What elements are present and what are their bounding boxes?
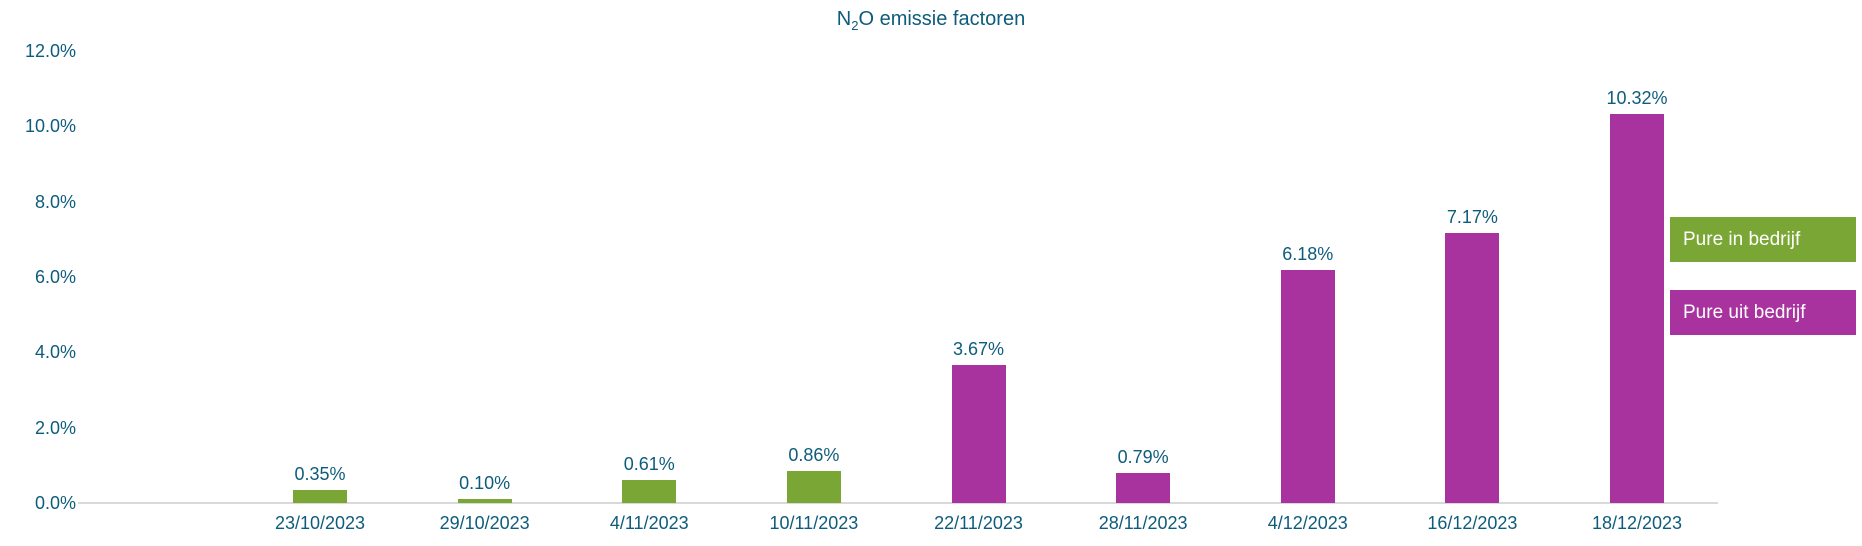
chart-title-subscript: 2: [851, 18, 859, 33]
y-axis-tick-label: 6.0%: [34, 266, 76, 287]
x-axis-label: 29/10/2023: [439, 513, 530, 533]
y-axis-tick-label: 2.0%: [34, 417, 76, 438]
legend-item: Pure in bedrijf: [1670, 217, 1856, 262]
y-axis-tick-label: 4.0%: [34, 342, 76, 363]
bar-value-label: 6.18%: [1282, 244, 1334, 265]
x-axis-label: 10/11/2023: [769, 513, 859, 533]
chart-title-suffix: O emissie factoren: [858, 8, 1026, 30]
bar: [951, 364, 1006, 503]
bar-value-label: 0.86%: [788, 444, 840, 465]
chart-title: N2O emissie factoren: [0, 8, 1862, 33]
bar: [457, 499, 512, 503]
y-axis-tick-label: 12.0%: [24, 40, 76, 61]
bar: [622, 480, 677, 503]
x-axis-label: 16/12/2023: [1427, 513, 1518, 533]
bar-value-label: 7.17%: [1446, 206, 1498, 227]
bar-value-label: 0.10%: [459, 473, 511, 494]
bar-value-label: 0.79%: [1117, 447, 1169, 468]
legend-item: Pure uit bedrijf: [1670, 290, 1856, 335]
y-axis-tick-label: 8.0%: [34, 191, 76, 212]
y-axis-tick-label: 0.0%: [34, 493, 76, 513]
bar: [1610, 114, 1664, 503]
chart-title-prefix: N: [836, 8, 852, 30]
bar: [1280, 270, 1335, 503]
x-axis-label: 22/11/2023: [934, 513, 1023, 533]
x-axis-label: 18/12/2023: [1591, 513, 1683, 533]
bar-value-label: 10.32%: [1606, 88, 1668, 109]
y-axis-tick-label: 10.0%: [24, 116, 76, 137]
bar-value-label: 0.35%: [294, 463, 346, 484]
bar: [293, 489, 347, 503]
bar: [1116, 473, 1171, 503]
x-axis-line: [78, 502, 1718, 504]
x-axis-label: 28/11/2023: [1098, 513, 1188, 533]
bar: [786, 470, 841, 503]
x-axis-label: 4/11/2023: [609, 513, 689, 533]
x-axis-label: 23/10/2023: [274, 513, 366, 533]
bar: [1445, 232, 1500, 503]
bar-value-label: 3.67%: [952, 338, 1005, 359]
bar-value-label: 0.61%: [623, 454, 675, 475]
x-axis-label: 4/12/2023: [1267, 513, 1348, 533]
